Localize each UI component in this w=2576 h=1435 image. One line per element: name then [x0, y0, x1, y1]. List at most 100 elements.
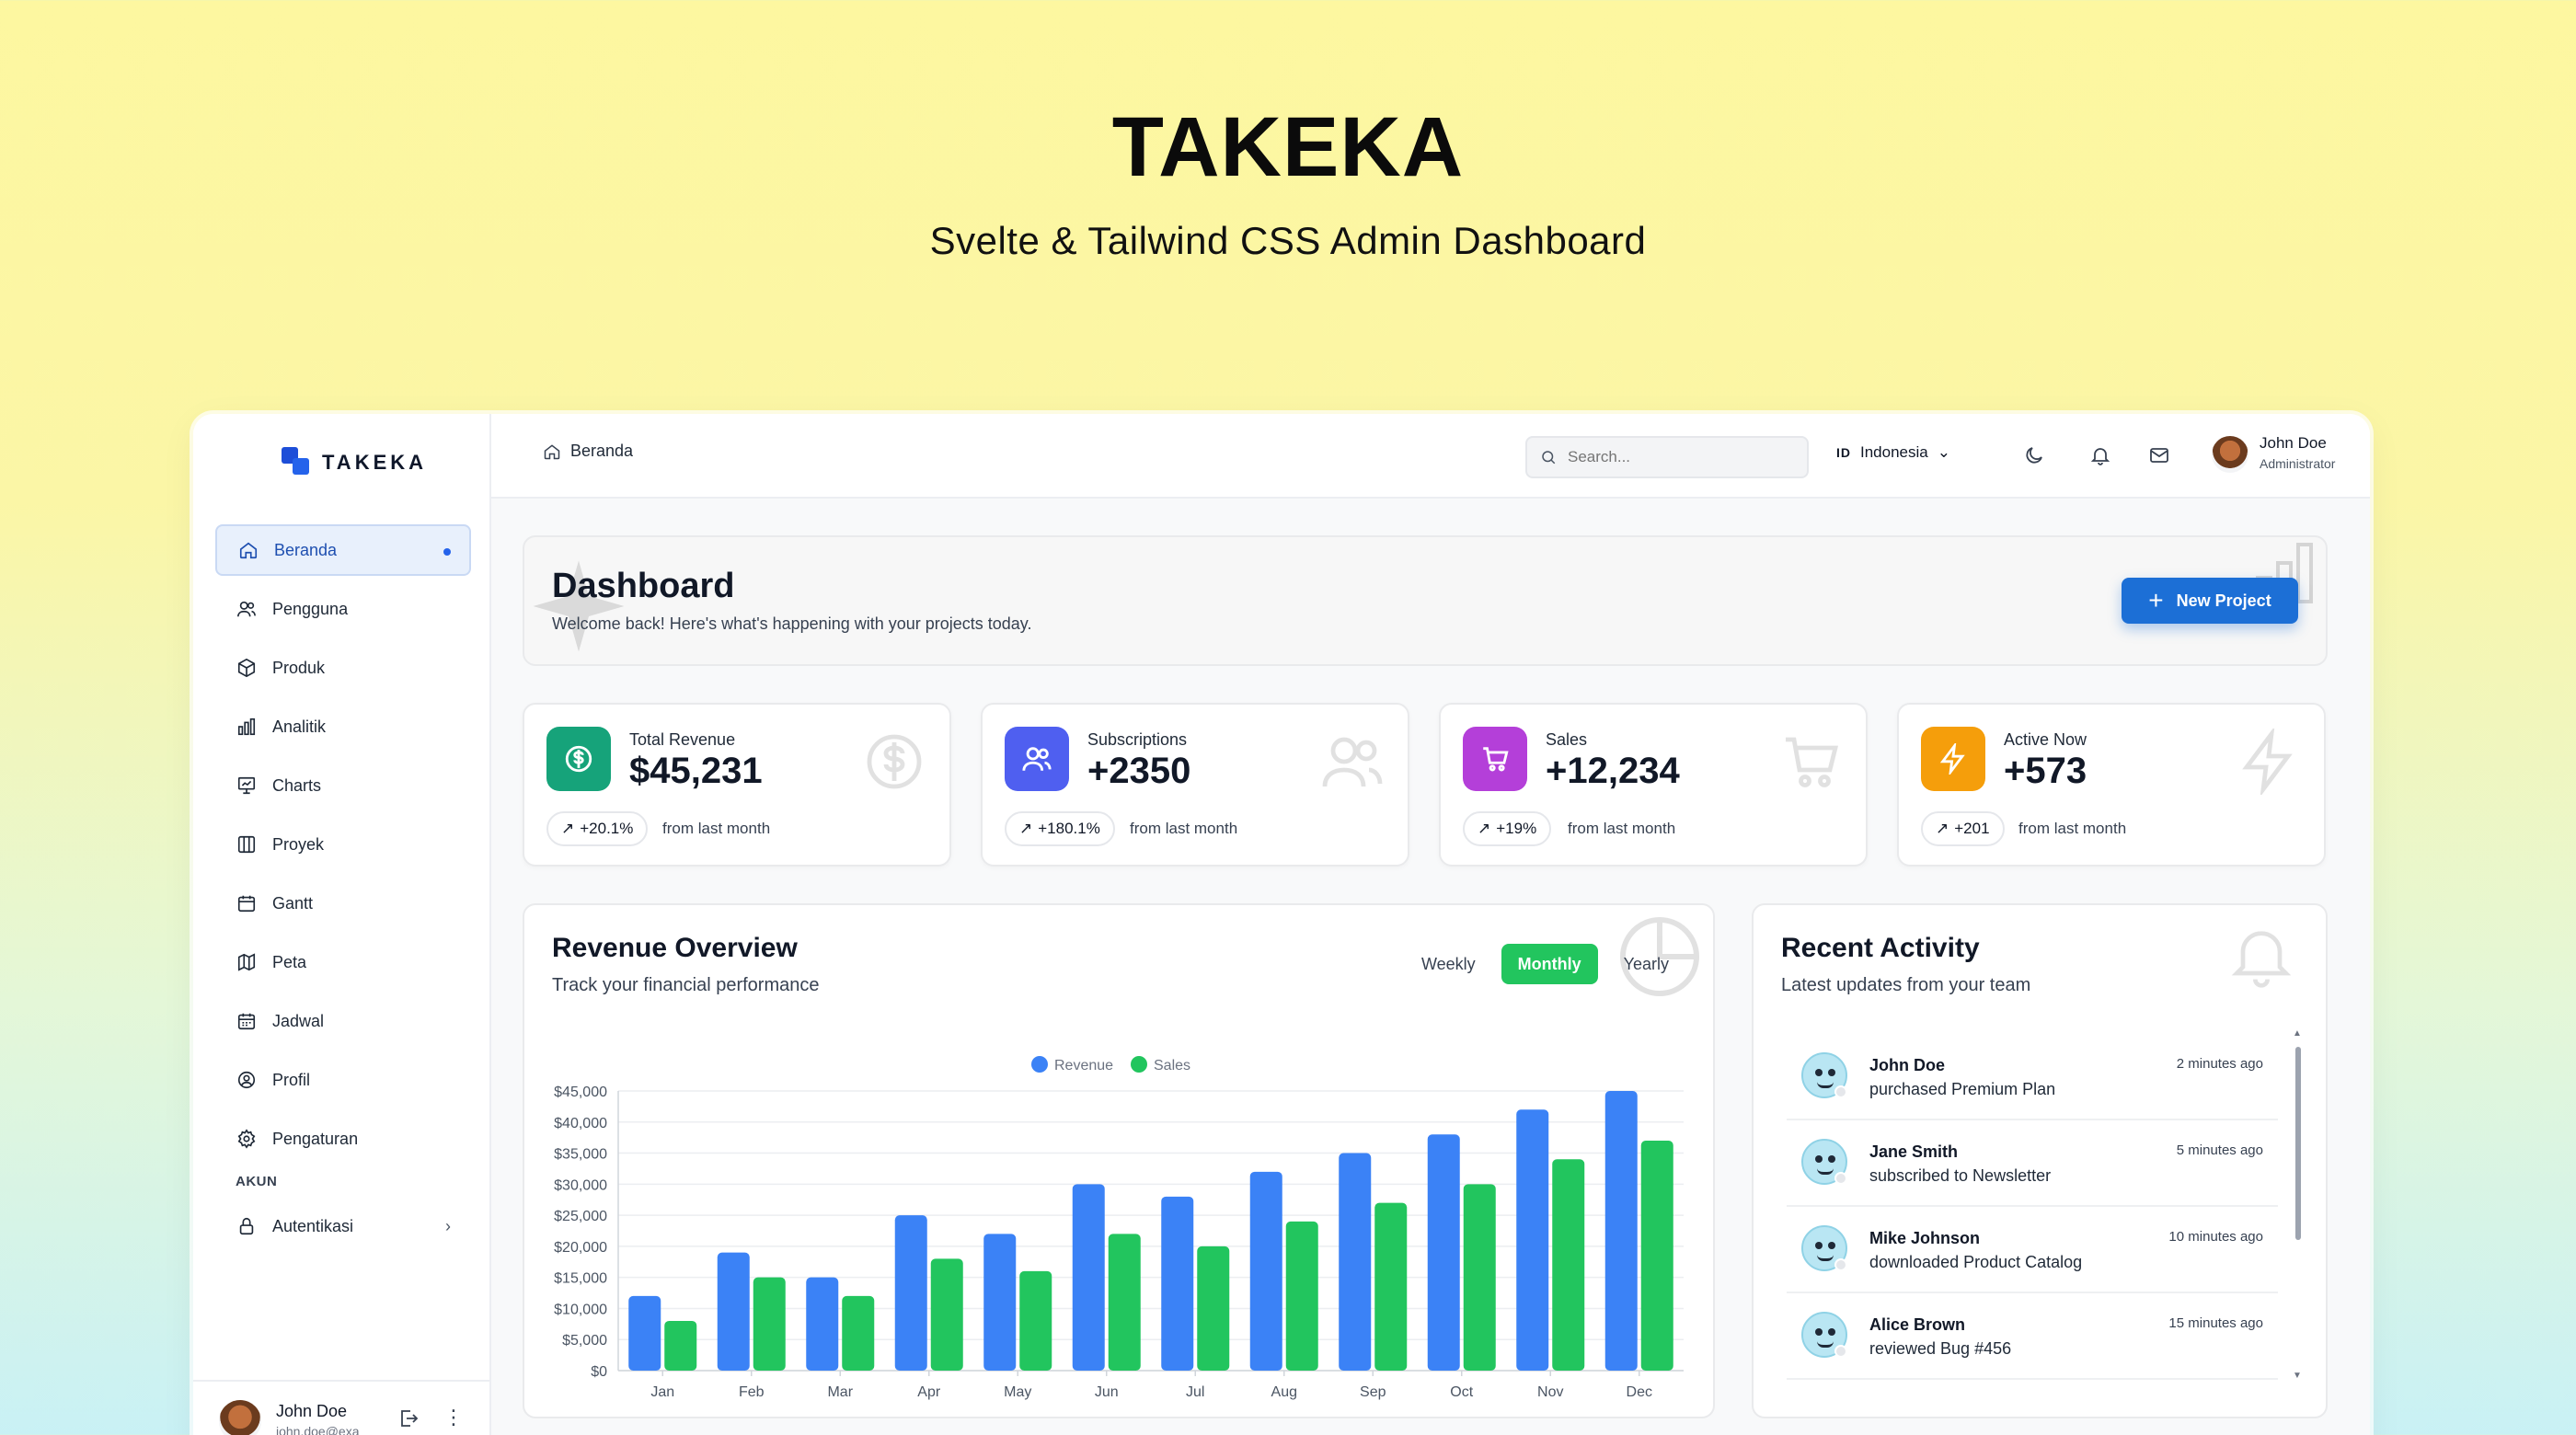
y-tick-label: $25,000 [554, 1209, 607, 1224]
sidebar-item-produk[interactable]: Produk [215, 642, 471, 694]
stat-value: +12,234 [1546, 751, 1680, 791]
tab-monthly[interactable]: Monthly [1501, 944, 1598, 984]
bar-revenue [806, 1277, 839, 1371]
bell-icon [2231, 931, 2292, 988]
bar-revenue [628, 1295, 661, 1371]
bar-revenue [983, 1234, 1017, 1371]
scroll-up-icon[interactable]: ▲ [2293, 1028, 2302, 1039]
bar-sales [1197, 1246, 1230, 1371]
activity-user: John Doe [1869, 1056, 1946, 1074]
activity-time: 10 minutes ago [2168, 1229, 2263, 1245]
sidebar-item-label: Profil [272, 1070, 311, 1089]
new-project-button[interactable]: + New Project [2122, 578, 2298, 624]
brand-logo-icon [282, 447, 313, 478]
avatar [2212, 436, 2248, 473]
page-title: Dashboard [552, 567, 735, 605]
sidebar-item-label: Proyek [272, 834, 325, 854]
x-tick-label: Apr [917, 1384, 941, 1400]
stat-change: +20.1% [580, 820, 634, 837]
sidebar-item-autentikasi[interactable]: Autentikasi › [215, 1200, 471, 1252]
sidebar-item-label: Autentikasi [272, 1216, 354, 1235]
activity-scrollbar[interactable]: ▲ ▼ [2293, 1028, 2302, 1383]
x-tick-label: Jan [650, 1384, 674, 1400]
search-box [1525, 436, 1809, 478]
x-tick-label: Jun [1095, 1384, 1119, 1400]
bar-revenue [1161, 1196, 1194, 1371]
dollar-icon [861, 729, 927, 795]
bar-revenue [1339, 1153, 1372, 1371]
sidebar-item-peta[interactable]: Peta [215, 936, 471, 988]
y-tick-label: $0 [591, 1364, 607, 1380]
breadcrumb[interactable]: Beranda [543, 442, 633, 461]
sidebar-item-pengguna[interactable]: Pengguna [215, 583, 471, 635]
logout-icon[interactable] [397, 1407, 420, 1429]
legend-label: Revenue [1054, 1058, 1113, 1073]
user-menu[interactable]: John Doe Administrator ⌄ [2212, 430, 2370, 482]
avatar [1801, 1225, 1847, 1271]
tab-weekly[interactable]: Weekly [1420, 954, 1476, 973]
users-icon [1319, 729, 1386, 795]
bell-icon[interactable] [2087, 442, 2114, 469]
scroll-down-icon[interactable]: ▼ [2293, 1371, 2302, 1381]
avatar [1801, 1139, 1847, 1185]
stat-note: from last month [2018, 820, 2127, 837]
bar-sales [1552, 1159, 1585, 1371]
sidebar-item-profil[interactable]: Profil [215, 1054, 471, 1106]
revenue-overview-card: Revenue Overview Track your financial pe… [523, 903, 1715, 1418]
list-item[interactable]: John Doe purchased Premium Plan 2 minute… [1787, 1034, 2278, 1120]
recent-activity-card: Recent Activity Latest updates from your… [1752, 903, 2328, 1418]
sidebar-item-proyek[interactable]: Proyek [215, 819, 471, 870]
bar-revenue [1516, 1109, 1549, 1371]
stat-change-badge: ↗ +201 [1921, 811, 2005, 846]
language-selector[interactable]: ID Indonesia ⌄ [1836, 443, 1950, 462]
stat-change: +19% [1496, 820, 1537, 837]
sidebar-item-charts[interactable]: Charts [215, 760, 471, 811]
stat-value: +573 [2004, 751, 2087, 791]
stat-label: Total Revenue [629, 730, 736, 749]
sidebar-item-beranda[interactable]: Beranda [215, 524, 471, 576]
main-content: Dashboard Welcome back! Here's what's ha… [491, 499, 2370, 1435]
x-tick-label: Aug [1271, 1384, 1297, 1400]
bar-revenue [1427, 1134, 1460, 1371]
language-code: ID [1836, 445, 1851, 460]
sidebar-item-label: Peta [272, 952, 307, 971]
user-circle-icon [236, 1069, 258, 1091]
stat-change-badge: ↗ +20.1% [546, 811, 649, 846]
bar-revenue [717, 1252, 750, 1371]
sidebar-user-email: john.doe@exa [276, 1424, 360, 1435]
calendar-icon [236, 892, 258, 914]
sidebar-item-label: Charts [272, 775, 322, 795]
user-name: John Doe [2260, 434, 2327, 452]
x-tick-label: Dec [1627, 1384, 1652, 1400]
card-subtitle: Track your financial performance [552, 975, 820, 995]
trend-up-icon: ↗ [561, 820, 575, 837]
list-item[interactable]: Mike Johnson downloaded Product Catalog … [1787, 1207, 2278, 1293]
list-item[interactable]: Alice Brown reviewed Bug #456 15 minutes… [1787, 1293, 2278, 1380]
users-icon [1005, 727, 1069, 791]
brand[interactable]: TAKEKA [282, 442, 427, 484]
scrollbar-thumb[interactable] [2295, 1047, 2301, 1240]
x-tick-label: Feb [739, 1384, 765, 1400]
moon-icon[interactable] [2020, 442, 2048, 469]
y-tick-label: $35,000 [554, 1147, 607, 1163]
more-vertical-icon[interactable]: ⋮ [443, 1406, 464, 1429]
search-input[interactable] [1568, 448, 1788, 466]
sidebar-item-pengaturan[interactable]: Pengaturan [215, 1113, 471, 1165]
sidebar-item-jadwal[interactable]: Jadwal [215, 995, 471, 1047]
trend-up-icon: ↗ [1936, 820, 1949, 837]
mail-icon[interactable] [2145, 442, 2173, 469]
avatar[interactable] [219, 1400, 261, 1435]
stat-note: from last month [1130, 820, 1238, 837]
stat-label: Sales [1546, 730, 1588, 749]
sidebar-item-analitik[interactable]: Analitik [215, 701, 471, 752]
list-item[interactable]: Jane Smith subscribed to Newsletter 5 mi… [1787, 1120, 2278, 1207]
activity-user: Mike Johnson [1869, 1229, 1981, 1247]
stat-value: +2350 [1087, 751, 1191, 791]
map-icon [236, 951, 258, 973]
activity-list: John Doe purchased Premium Plan 2 minute… [1787, 1034, 2278, 1380]
sidebar-item-gantt[interactable]: Gantt [215, 878, 471, 929]
x-tick-label: Oct [1450, 1384, 1473, 1400]
lock-icon [236, 1215, 258, 1237]
tab-yearly[interactable]: Yearly [1623, 954, 1669, 973]
sidebar-item-label: Beranda [274, 540, 338, 559]
